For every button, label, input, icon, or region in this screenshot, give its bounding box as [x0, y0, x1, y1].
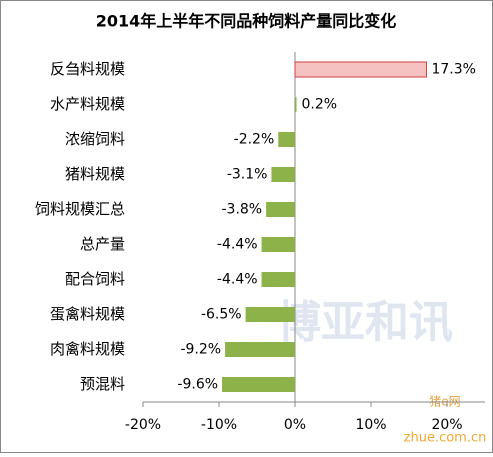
- y-tick-label: 蛋禽料规模: [50, 305, 125, 323]
- y-tick-label: 肉禽料规模: [50, 340, 125, 358]
- y-tick-label: 浓缩饲料: [65, 130, 125, 148]
- value-label: -2.2%: [234, 132, 275, 148]
- x-tick-label: -10%: [201, 417, 237, 433]
- bar: [294, 61, 427, 78]
- value-label: 0.2%: [302, 97, 338, 113]
- y-tick-label: 反刍料规模: [50, 60, 125, 78]
- watermark: 博亚和讯: [277, 297, 453, 348]
- x-tick-label: 10%: [355, 417, 386, 433]
- y-tick-label: 饲料规模汇总: [35, 200, 125, 218]
- bar: [261, 237, 295, 252]
- bar: [245, 307, 295, 322]
- value-label: -9.6%: [177, 377, 218, 393]
- y-tick-label: 水产料规模: [50, 95, 125, 113]
- y-tick-label: 总产量: [80, 235, 125, 253]
- value-label: -4.4%: [217, 272, 258, 288]
- y-tick-label: 猪料规模: [65, 165, 125, 183]
- x-tick-label: 0%: [284, 417, 306, 433]
- value-label: -9.2%: [180, 342, 221, 358]
- bar: [271, 167, 295, 182]
- chart-title: 2014年上半年不同品种饲料产量同比变化: [96, 12, 397, 31]
- value-label: 17.3%: [431, 62, 475, 78]
- y-tick-label: 配合饲料: [65, 270, 125, 288]
- value-label: -4.4%: [217, 237, 258, 253]
- y-tick-label: 预混料: [80, 375, 125, 393]
- x-tick-label: 20%: [431, 417, 462, 433]
- bar: [261, 272, 295, 287]
- bar: [278, 132, 295, 147]
- watermark: zhue.com.cn: [404, 431, 487, 446]
- x-tick-label: -20%: [125, 417, 161, 433]
- bar: [222, 377, 295, 392]
- value-label: -6.5%: [201, 307, 242, 323]
- bar: [295, 97, 297, 112]
- value-label: -3.1%: [227, 167, 268, 183]
- value-label: -3.8%: [221, 202, 262, 218]
- bar: [225, 342, 295, 357]
- bar: [266, 202, 295, 217]
